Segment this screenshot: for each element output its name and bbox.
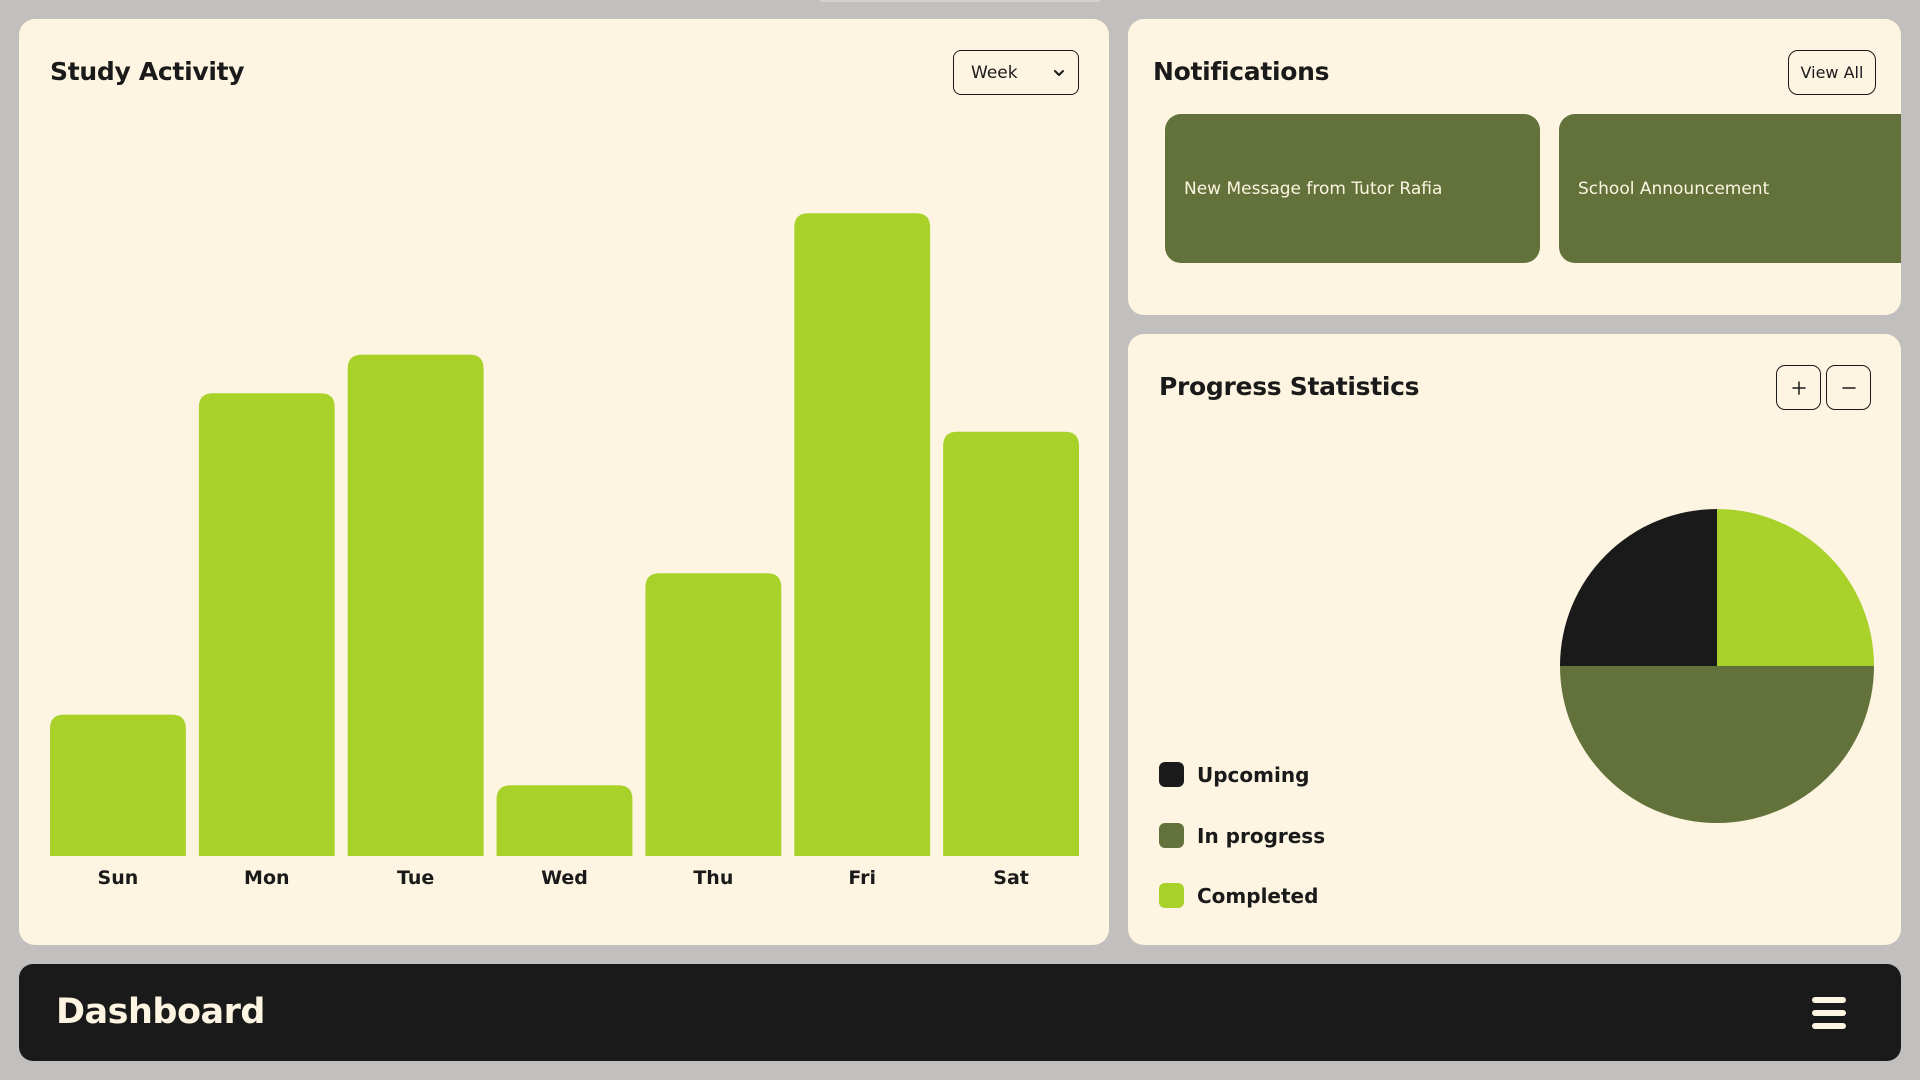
legend-item-upcoming: Upcoming (1159, 762, 1309, 787)
bar-fri (794, 213, 931, 857)
x-tick-label: Sun (98, 867, 139, 889)
notification-text: School Announcement (1578, 178, 1770, 199)
bar-wed (496, 785, 633, 856)
legend-label: Completed (1197, 883, 1319, 908)
bar-thu (645, 573, 782, 856)
bar-mon (198, 393, 335, 856)
legend-swatch (1159, 823, 1184, 848)
legend-item-completed: Completed (1159, 883, 1318, 908)
bar-sun (50, 714, 186, 856)
range-select-value: Week (971, 62, 1018, 83)
notification-item[interactable]: New Message from Tutor Rafia (1165, 114, 1540, 263)
view-all-button[interactable]: View All (1788, 50, 1876, 95)
notifications-title: Notifications (1153, 57, 1330, 86)
progress-pie-chart (1560, 509, 1874, 823)
x-tick-label: Mon (244, 867, 290, 889)
range-select[interactable]: Week (953, 50, 1079, 95)
hamburger-menu-icon[interactable] (1812, 997, 1848, 1029)
legend-swatch (1159, 762, 1184, 787)
progress-statistics-title: Progress Statistics (1159, 372, 1420, 401)
zoom-out-button[interactable] (1826, 365, 1871, 410)
x-tick-label: Wed (541, 867, 588, 889)
bar-sat (943, 431, 1079, 856)
notification-text: New Message from Tutor Rafia (1184, 178, 1443, 199)
legend-label: Upcoming (1197, 762, 1310, 787)
footer-bar: Dashboard (19, 964, 1901, 1061)
x-tick-label: Sat (993, 867, 1029, 889)
legend-item-in-progress: In progress (1159, 823, 1325, 848)
notification-item[interactable]: School Announcement (1559, 114, 1901, 263)
pie-slice-completed (1717, 509, 1874, 666)
chevron-down-icon (1054, 69, 1064, 76)
pie-slice-upcoming (1560, 509, 1717, 666)
study-activity-card: Sun Mon Tue Wed Thu Fri Sat Study Activity Wee… (19, 19, 1109, 945)
study-activity-title: Study Activity (50, 57, 245, 86)
pie-slice-in-progress (1560, 666, 1874, 823)
minus-icon (1841, 386, 1856, 389)
window-tab-indicator (820, 0, 1100, 2)
study-activity-bar-chart: Sun Mon Tue Wed Thu Fri Sat (50, 213, 1079, 889)
x-tick-label: Fri (848, 867, 876, 889)
notifications-card: Notifications View All New Message from … (1128, 19, 1901, 315)
plus-icon (1791, 380, 1806, 395)
legend-label: In progress (1197, 823, 1326, 848)
bar-tue (347, 354, 484, 856)
legend-swatch (1159, 883, 1184, 908)
x-tick-label: Thu (693, 867, 733, 889)
zoom-in-button[interactable] (1776, 365, 1821, 410)
x-tick-label: Tue (397, 867, 434, 889)
dashboard-title: Dashboard (56, 992, 265, 1032)
progress-statistics-card: Progress Statistics Upcoming In progress… (1128, 334, 1901, 945)
